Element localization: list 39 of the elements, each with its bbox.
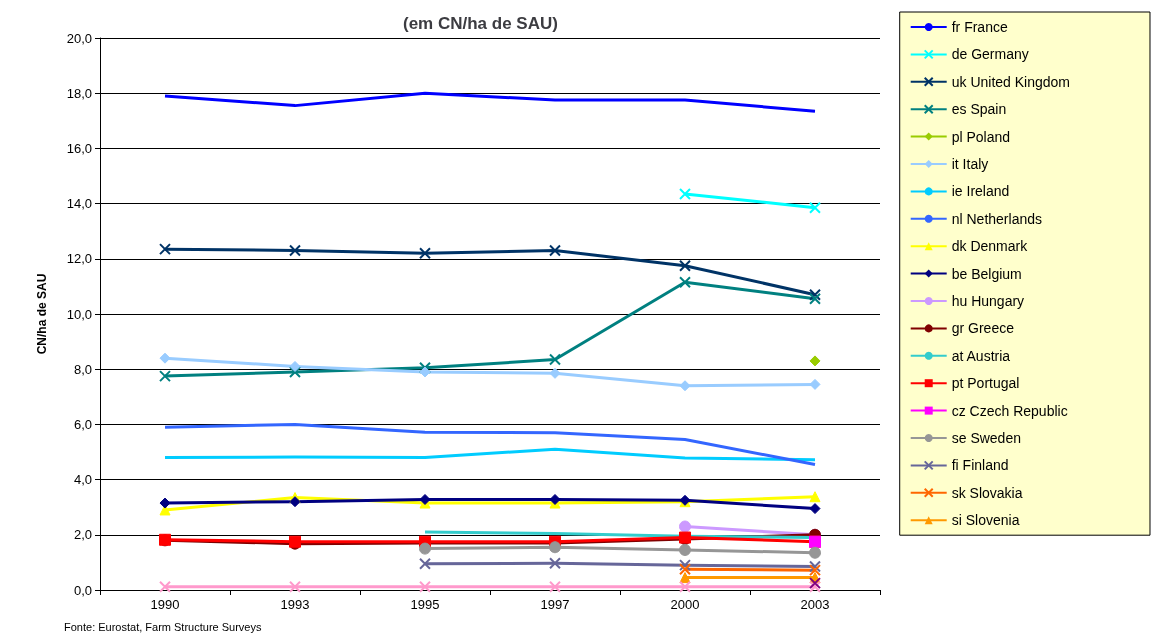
y-axis-title: CN/ha de SAU xyxy=(35,273,49,355)
legend-label: es Spain xyxy=(951,101,1007,118)
legend-label: cz Czech Republic xyxy=(951,402,1068,419)
y-tick-label: 16,0 xyxy=(66,140,92,156)
legend-label: be Belgium xyxy=(951,265,1022,282)
legend-label: gr Greece xyxy=(951,320,1015,337)
x-tick-label: 2003 xyxy=(800,597,830,612)
legend-label: si Slovenia xyxy=(951,512,1020,529)
legend-label: se Sweden xyxy=(951,430,1021,446)
y-tick-label: 8,0 xyxy=(73,361,92,377)
legend-label: de Germany xyxy=(951,46,1029,63)
legend-label: uk United Kingdom xyxy=(951,73,1071,90)
y-tick-label: 6,0 xyxy=(73,416,92,432)
y-tick-label: 14,0 xyxy=(66,196,92,212)
x-tick-label: 1993 xyxy=(280,597,310,612)
x-tick-label: 1990 xyxy=(150,597,180,612)
legend-label: hu Hungary xyxy=(951,293,1025,309)
source-note: Fonte: Eurostat, Farm Structure Surveys xyxy=(64,620,262,633)
legend-label: dk Denmark xyxy=(951,238,1029,255)
legend-label: ie Ireland xyxy=(951,183,1010,200)
y-tick-label: 18,0 xyxy=(66,85,92,101)
legend-label: pt Portugal xyxy=(951,375,1020,392)
legend-label: pl Poland xyxy=(951,128,1011,145)
x-tick-label: 1997 xyxy=(540,597,570,612)
chart-title: (em CN/ha de SAU) xyxy=(403,14,558,33)
x-tick-label: 2000 xyxy=(670,597,700,612)
y-tick-label: 2,0 xyxy=(73,527,92,543)
y-tick-label: 0,0 xyxy=(73,582,92,598)
x-tick-label: 1995 xyxy=(410,597,440,612)
y-tick-label: 20,0 xyxy=(66,30,92,46)
legend-label: sk Slovakia xyxy=(951,484,1023,501)
legend-label: it Italy xyxy=(951,156,989,172)
legend-label: fr France xyxy=(951,19,1008,35)
legend-label: at Austria xyxy=(951,347,1011,364)
legend-label: fi Finland xyxy=(951,457,1009,474)
y-tick-label: 12,0 xyxy=(66,251,92,267)
y-tick-label: 4,0 xyxy=(73,472,92,488)
legend-label: nl Netherlands xyxy=(951,210,1042,227)
y-tick-label: 10,0 xyxy=(66,306,92,322)
